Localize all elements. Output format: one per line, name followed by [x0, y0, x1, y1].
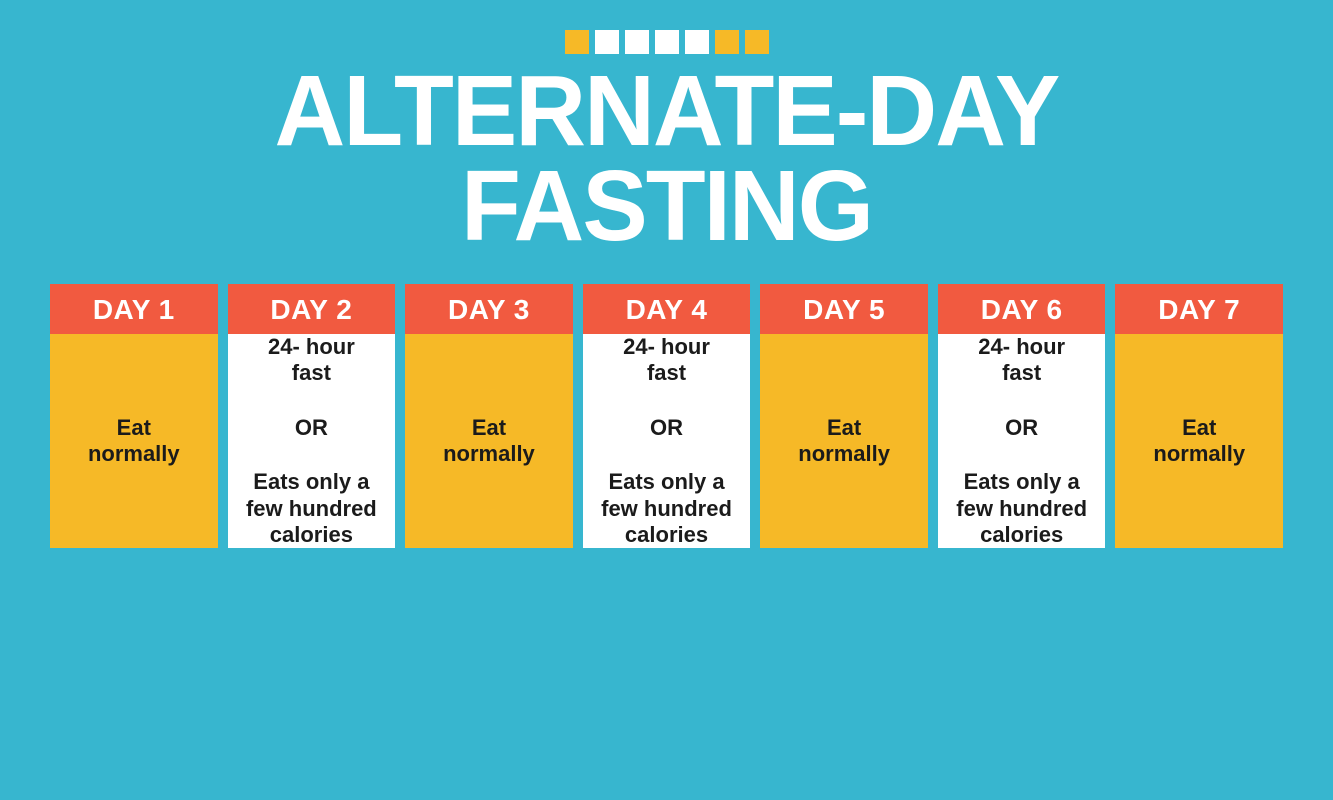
- body-text-line: fast: [978, 360, 1065, 386]
- day-header: DAY 3: [405, 284, 573, 334]
- or-separator: OR: [295, 415, 328, 441]
- decorator-squares: [50, 30, 1283, 54]
- days-grid: DAY 1EatnormallyDAY 224- hourfastOREats …: [50, 284, 1283, 548]
- day-body: 24- hourfast OR Eats only afew hundredcalo…: [228, 334, 396, 548]
- decorator-square: [745, 30, 769, 54]
- day-body: 24- hourfast OR Eats only afew hundredcalo…: [583, 334, 751, 548]
- day-column: DAY 5Eatnormally: [760, 284, 928, 548]
- fast-bottom-block: Eats only afew hundredcalories: [601, 469, 732, 548]
- body-text-line: calories: [246, 522, 377, 548]
- body-text-line: Eats only a: [601, 469, 732, 495]
- body-text-line: fast: [623, 360, 710, 386]
- body-text-line: few hundred: [601, 496, 732, 522]
- main-title: ALTERNATE-DAY FASTING: [62, 64, 1270, 254]
- decorator-square: [625, 30, 649, 54]
- body-text-line: normally: [88, 441, 180, 467]
- day-column: DAY 624- hourfast OR Eats only afew hundre…: [938, 284, 1106, 548]
- day-body: Eatnormally: [405, 334, 573, 548]
- day-header: DAY 2: [228, 284, 396, 334]
- day-column: DAY 3Eatnormally: [405, 284, 573, 548]
- or-separator: OR: [1005, 415, 1038, 441]
- body-text-line: 24- hour: [268, 334, 355, 360]
- decorator-square: [685, 30, 709, 54]
- day-column: DAY 424- hourfast OR Eats only afew hundre…: [583, 284, 751, 548]
- body-text-line: Eat: [472, 415, 506, 441]
- body-text-line: few hundred: [246, 496, 377, 522]
- day-body: Eatnormally: [760, 334, 928, 548]
- body-text-line: Eat: [117, 415, 151, 441]
- body-text-line: 24- hour: [978, 334, 1065, 360]
- body-text-line: 24- hour: [623, 334, 710, 360]
- body-text-line: few hundred: [956, 496, 1087, 522]
- decorator-square: [565, 30, 589, 54]
- body-text-line: normally: [443, 441, 535, 467]
- infographic-canvas: ALTERNATE-DAY FASTING DAY 1EatnormallyDA…: [0, 0, 1333, 800]
- day-column: DAY 1Eatnormally: [50, 284, 218, 548]
- fast-bottom-block: Eats only afew hundredcalories: [956, 469, 1087, 548]
- day-body: Eatnormally: [1115, 334, 1283, 548]
- body-text-line: normally: [1153, 441, 1245, 467]
- day-body: 24- hourfast OR Eats only afew hundredcalo…: [938, 334, 1106, 548]
- day-header: DAY 4: [583, 284, 751, 334]
- body-text-line: Eats only a: [956, 469, 1087, 495]
- body-text-line: Eat: [827, 415, 861, 441]
- body-text-line: normally: [798, 441, 890, 467]
- day-header: DAY 5: [760, 284, 928, 334]
- body-text-line: Eat: [1182, 415, 1216, 441]
- body-text-line: fast: [268, 360, 355, 386]
- fast-top-block: 24- hourfast: [978, 334, 1065, 387]
- fast-top-block: 24- hourfast: [623, 334, 710, 387]
- day-column: DAY 7Eatnormally: [1115, 284, 1283, 548]
- day-header: DAY 6: [938, 284, 1106, 334]
- day-header: DAY 1: [50, 284, 218, 334]
- fast-top-block: 24- hourfast: [268, 334, 355, 387]
- fast-bottom-block: Eats only afew hundredcalories: [246, 469, 377, 548]
- day-column: DAY 224- hourfast OR Eats only afew hundre…: [228, 284, 396, 548]
- body-text-line: calories: [601, 522, 732, 548]
- day-header: DAY 7: [1115, 284, 1283, 334]
- body-text-line: calories: [956, 522, 1087, 548]
- or-separator: OR: [650, 415, 683, 441]
- decorator-square: [715, 30, 739, 54]
- day-body: Eatnormally: [50, 334, 218, 548]
- decorator-square: [595, 30, 619, 54]
- body-text-line: Eats only a: [246, 469, 377, 495]
- decorator-square: [655, 30, 679, 54]
